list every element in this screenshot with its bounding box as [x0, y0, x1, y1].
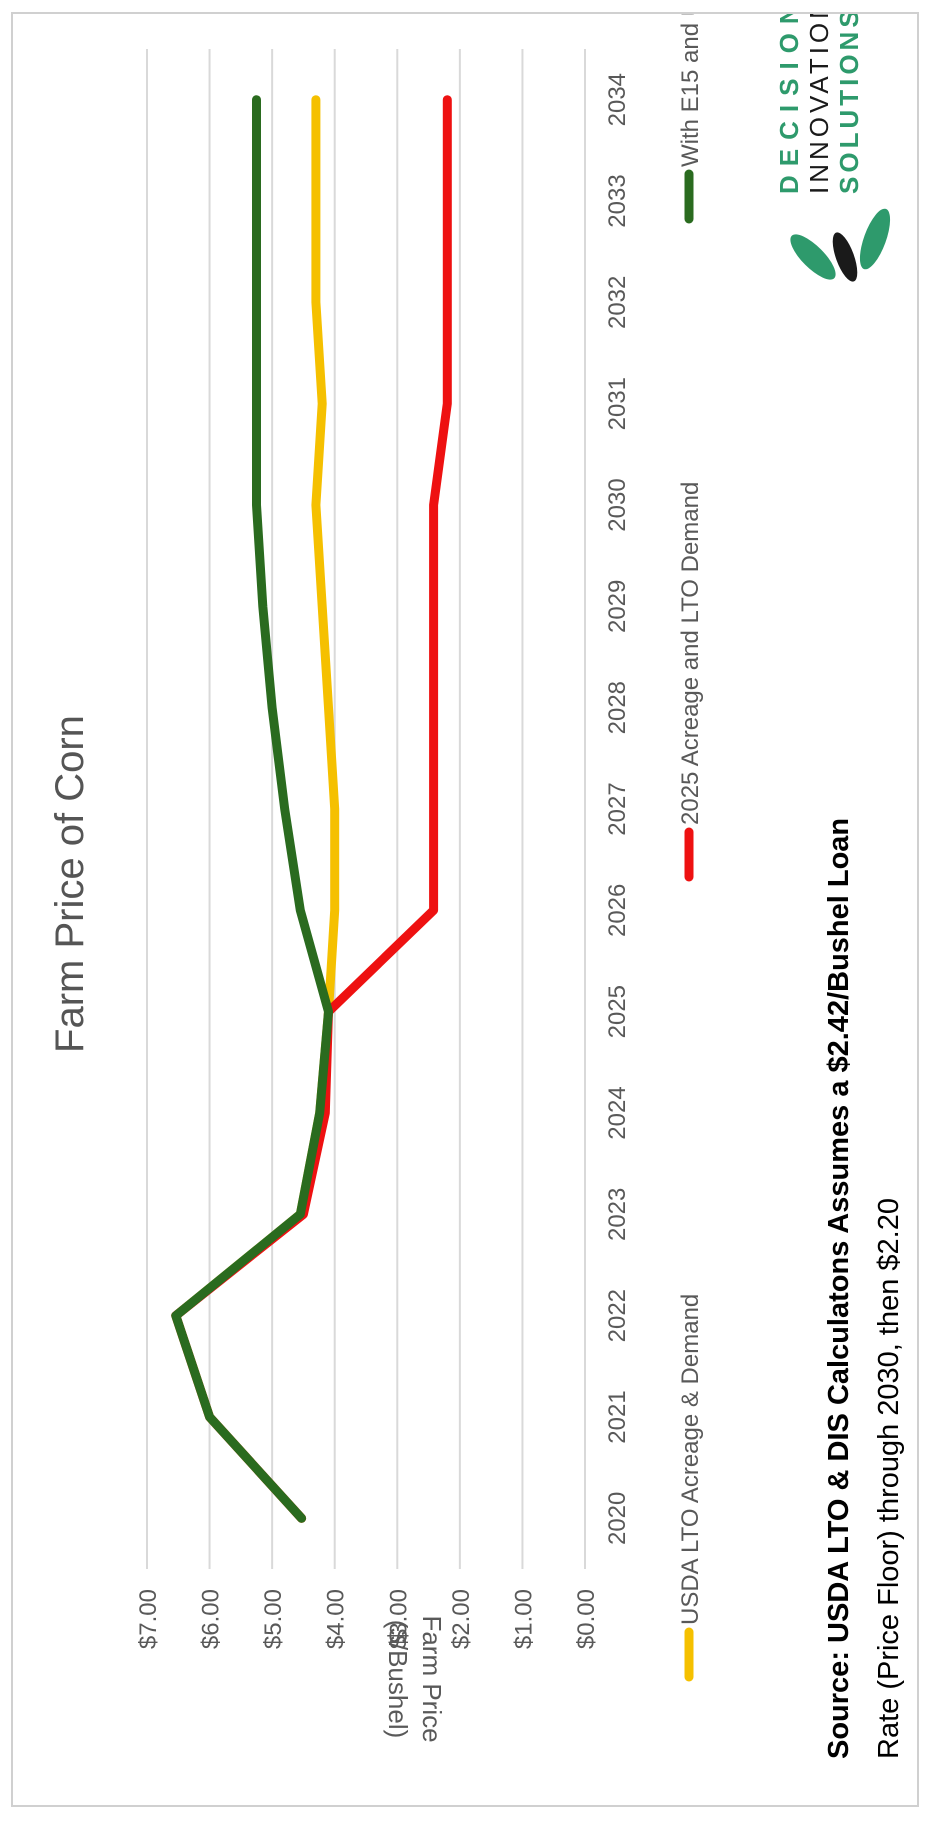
y-tick-label: $0.00 [573, 1589, 600, 1649]
series-lines [171, 95, 452, 1523]
x-tick-label: 2023 [604, 1188, 631, 1241]
x-tick-label: 2034 [604, 73, 631, 126]
x-tick-label: 2027 [604, 782, 631, 835]
y-tick-label: $5.00 [260, 1589, 287, 1649]
source-line-1: Source: USDA LTO & DIS Calculatons Assum… [823, 818, 855, 1759]
x-axis-ticks: 2020 2021 2022 2023 2024 2025 2026 2027 2028 2029… [604, 73, 631, 1545]
y-tick-label: $1.00 [510, 1589, 537, 1649]
y-tick-label: $6.00 [198, 1589, 225, 1649]
series-line [171, 95, 333, 1523]
y-axis-label-line-1: Farm Price [417, 1615, 447, 1742]
x-tick-label: 2029 [604, 580, 631, 633]
legend: USDA LTO Acreage & Demand 2025 Acreage an… [677, 14, 704, 1682]
gridlines [146, 49, 586, 1569]
x-tick-label: 2032 [604, 276, 631, 329]
x-tick-label: 2022 [604, 1289, 631, 1342]
legend-label: 2025 Acreage and LTO Demand [677, 482, 704, 825]
x-tick-label: 2024 [604, 1086, 631, 1139]
x-tick-label: 2031 [604, 377, 631, 430]
x-tick-label: 2028 [604, 681, 631, 734]
series-line [171, 95, 452, 1523]
logo-line-3: SOLUTIONS [834, 14, 864, 194]
y-axis-ticks: $0.00 $1.00 $2.00 $3.00 $4.00 $5.00 $6.00 $7.00 [135, 1589, 600, 1649]
logo-line-2: INNOVATION [804, 14, 834, 194]
chart-title: Farm Price of Corn [48, 715, 92, 1053]
x-tick-label: 2026 [604, 884, 631, 937]
logo-line-1: DECISION [774, 14, 804, 194]
x-tick-label: 2021 [604, 1390, 631, 1443]
leaf-icon [790, 208, 891, 282]
x-tick-label: 2033 [604, 174, 631, 227]
y-tick-label: $7.00 [135, 1589, 162, 1649]
legend-label: With E15 and ULCE [677, 14, 704, 167]
y-axis-label-line-2: ($/Bushel) [383, 1620, 413, 1739]
x-tick-label: 2025 [604, 985, 631, 1038]
x-tick-label: 2030 [604, 478, 631, 531]
decision-innovation-solutions-logo: DECISION INNOVATION SOLUTIONS [774, 14, 891, 282]
x-tick-label: 2020 [604, 1492, 631, 1545]
farm-price-chart: $0.00 $1.00 $2.00 $3.00 $4.00 $5.00 $6.00 $7.00… [48, 14, 905, 1759]
y-axis-label: Farm Price($/Bushel) [383, 1615, 447, 1742]
y-tick-label: $3.00 [385, 1589, 412, 1649]
chart-frame: $0.00 $1.00 $2.00 $3.00 $4.00 $5.00 $6.00 $7.00… [11, 12, 919, 1807]
source-line-2: Rate (Price Floor) through 2030, then $2… [873, 1198, 905, 1759]
y-tick-label: $2.00 [448, 1589, 475, 1649]
y-tick-label: $4.00 [323, 1589, 350, 1649]
legend-label: USDA LTO Acreage & Demand [677, 1294, 704, 1625]
